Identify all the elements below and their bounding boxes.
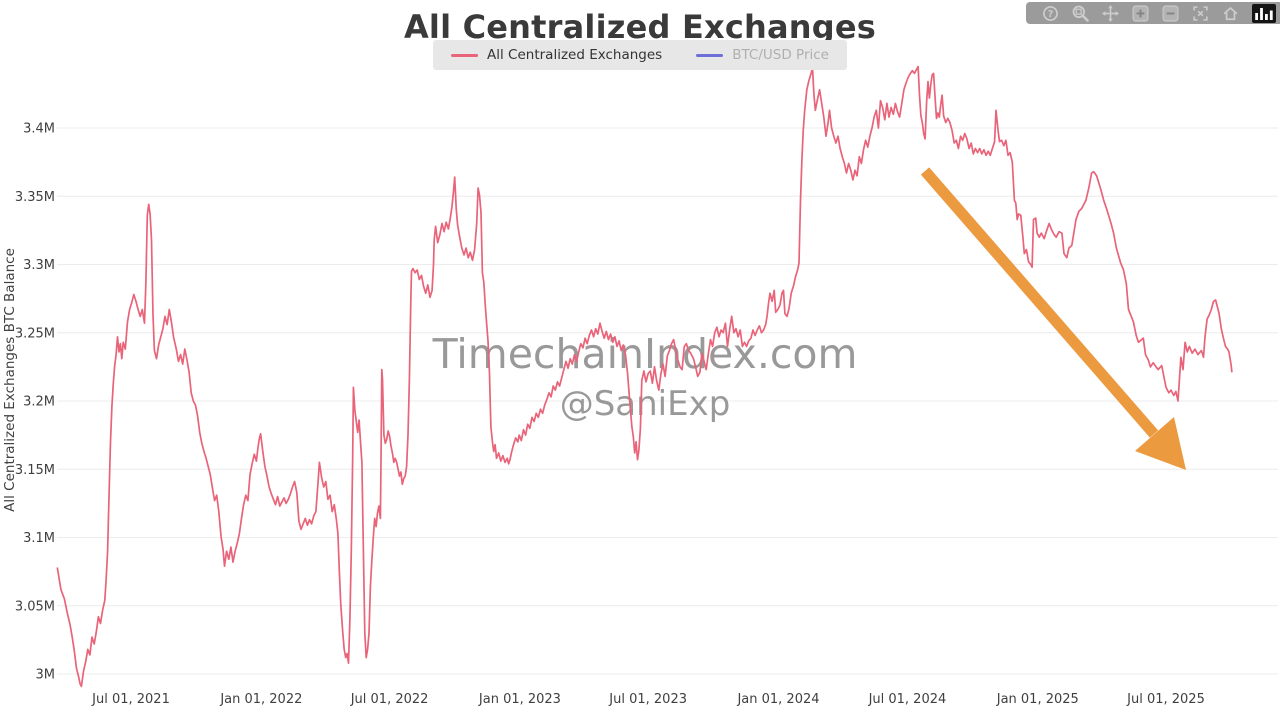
- legend-label: All Centralized Exchanges: [487, 47, 663, 63]
- zoom-in-icon[interactable]: [1132, 5, 1149, 22]
- balance-line-series: [56, 65, 1233, 688]
- zoom-out-icon[interactable]: [1162, 5, 1179, 22]
- legend-swatch-icon: [696, 53, 724, 57]
- x-axis-tick-label: Jul 01, 2025: [1126, 692, 1205, 707]
- legend-label: BTC/USD Price: [732, 47, 829, 63]
- y-axis-tick-label: 3.3M: [23, 258, 55, 273]
- watermark-site: TimechainIndex.com: [432, 330, 858, 378]
- indicators-icon[interactable]: [1252, 3, 1276, 23]
- y-axis-title: All Centralized Exchanges BTC Balance: [2, 248, 18, 512]
- help-icon[interactable]: ?: [1042, 5, 1059, 22]
- y-axis-tick-label: 3.4M: [23, 122, 55, 137]
- y-axis-tick-label: 3.15M: [15, 463, 55, 478]
- down-arrow-annotation-head-icon: [1135, 417, 1186, 470]
- y-axis-tick-label: 3.35M: [15, 190, 55, 205]
- x-axis-tick-label: Jul 01, 2023: [608, 692, 687, 707]
- zoom-icon[interactable]: [1072, 5, 1089, 22]
- home-icon[interactable]: [1222, 5, 1239, 22]
- x-axis-tick-label: Jul 01, 2022: [350, 692, 429, 707]
- legend: All Centralized Exchanges BTC/USD Price: [433, 40, 847, 70]
- y-axis-tick-label: 3M: [36, 668, 56, 683]
- legend-item-all-centralized-exchanges[interactable]: All Centralized Exchanges: [451, 47, 662, 63]
- x-axis-tick-label: Jan 01, 2024: [736, 692, 819, 707]
- legend-swatch-icon: [451, 53, 479, 57]
- y-axis-tick-label: 3.05M: [15, 599, 55, 614]
- legend-item-btc-usd-price[interactable]: BTC/USD Price: [696, 47, 829, 63]
- watermark-handle: @SaniExp: [560, 384, 731, 424]
- pan-icon[interactable]: [1102, 4, 1119, 22]
- y-axis-tick-label: 3.25M: [15, 326, 55, 341]
- x-axis-tick-label: Jul 01, 2024: [868, 692, 947, 707]
- page-title: All Centralized Exchanges: [403, 8, 877, 46]
- x-axis-tick-label: Jan 01, 2022: [219, 692, 302, 707]
- y-axis-tick-label: 3.1M: [23, 531, 55, 546]
- reset-scale-icon[interactable]: [1192, 5, 1209, 22]
- x-axis-tick-label: Jan 01, 2023: [478, 692, 561, 707]
- x-axis-tick-label: Jul 01, 2021: [91, 692, 170, 707]
- chart-toolbar: ?: [1026, 2, 1280, 24]
- down-arrow-annotation-shaft: [920, 167, 1159, 438]
- svg-text:?: ?: [1048, 8, 1054, 19]
- y-axis-tick-label: 3.2M: [23, 395, 55, 410]
- x-axis-tick-label: Jan 01, 2025: [996, 692, 1079, 707]
